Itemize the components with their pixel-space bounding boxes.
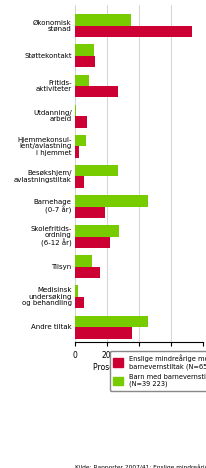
Bar: [74, 176, 84, 188]
Bar: [74, 165, 117, 176]
Bar: [74, 56, 95, 67]
Bar: [74, 15, 130, 26]
Bar: [74, 26, 191, 37]
Bar: [74, 146, 79, 158]
Bar: [74, 237, 109, 248]
Bar: [74, 195, 147, 206]
X-axis label: Prosent med tiltakstype: Prosent med tiltakstype: [92, 363, 184, 372]
Bar: [74, 105, 76, 116]
Bar: [74, 315, 147, 327]
Bar: [74, 297, 84, 308]
Bar: [74, 225, 119, 237]
Legend: Enslige mindreårige med
barnevernstiltak (N=657), Barn med barnevernstiltak
(N=3: Enslige mindreårige med barnevernstiltak…: [109, 351, 206, 391]
Bar: [74, 256, 92, 267]
Bar: [74, 44, 93, 56]
Bar: [74, 74, 89, 86]
Bar: [74, 86, 117, 97]
Bar: [74, 206, 104, 218]
Bar: [74, 135, 85, 146]
Bar: [74, 116, 87, 128]
Bar: [74, 327, 132, 338]
Text: Kilde: Rapporter 2007/41: Enslige mindreårige asyl-
søkere i barnevernet 2005, S: Kilde: Rapporter 2007/41: Enslige mindre…: [74, 464, 206, 468]
Bar: [74, 267, 100, 278]
Bar: [74, 285, 77, 297]
